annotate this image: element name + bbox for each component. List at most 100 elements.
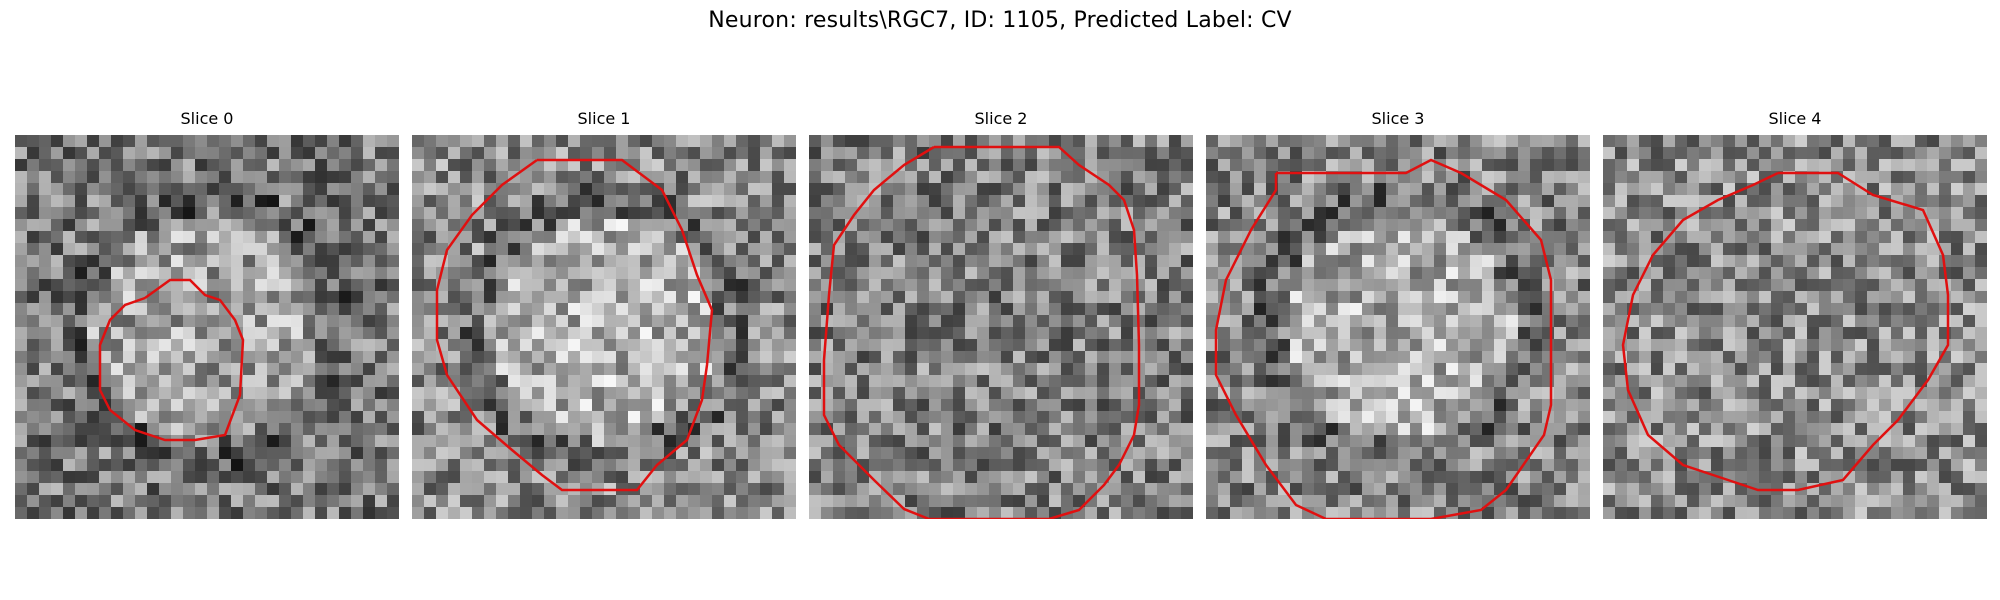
pixel <box>1759 363 1772 376</box>
pixel <box>1302 255 1315 268</box>
pixel <box>652 495 665 508</box>
pixel <box>1218 171 1231 184</box>
pixel <box>1085 495 1098 508</box>
pixel <box>1278 327 1291 340</box>
pixel <box>1903 447 1916 460</box>
pixel <box>544 339 557 352</box>
pixel <box>917 279 930 292</box>
pixel <box>315 495 328 508</box>
pixel <box>424 279 437 292</box>
pixel <box>1831 315 1844 328</box>
pixel <box>1771 147 1784 160</box>
pixel <box>1651 327 1664 340</box>
pixel <box>1025 231 1038 244</box>
pixel <box>1554 387 1567 400</box>
pixel <box>147 351 160 364</box>
pixel <box>1963 411 1976 424</box>
pixel <box>1109 363 1122 376</box>
pixel <box>99 231 112 244</box>
pixel <box>1542 195 1555 208</box>
pixel <box>1687 171 1700 184</box>
pixel <box>1025 243 1038 256</box>
pixel <box>989 495 1002 508</box>
pixel <box>965 507 978 519</box>
pixel <box>1807 267 1820 280</box>
pixel <box>1386 183 1399 196</box>
pixel <box>1963 171 1976 184</box>
pixel <box>135 231 148 244</box>
pixel <box>1133 291 1146 304</box>
pixel <box>39 291 52 304</box>
pixel <box>243 135 256 148</box>
pixel <box>15 447 28 460</box>
pixel <box>1470 147 1483 160</box>
pixel <box>664 471 677 484</box>
pixel <box>724 327 737 340</box>
pixel <box>267 471 280 484</box>
pixel <box>1073 207 1086 220</box>
pixel <box>1218 255 1231 268</box>
pixel <box>267 303 280 316</box>
pixel <box>1675 279 1688 292</box>
pixel <box>1915 171 1928 184</box>
pixel <box>772 183 785 196</box>
pixel <box>616 147 629 160</box>
pixel <box>279 315 292 328</box>
pixel <box>580 183 593 196</box>
pixel <box>27 507 40 519</box>
pixel <box>1867 375 1880 388</box>
pixel <box>821 495 834 508</box>
pixel <box>1230 339 1243 352</box>
pixel <box>652 171 665 184</box>
pixel <box>1603 135 1616 148</box>
pixel <box>303 267 316 280</box>
pixel <box>1723 303 1736 316</box>
pixel <box>255 471 268 484</box>
pixel <box>809 507 822 519</box>
pixel <box>243 207 256 220</box>
pixel <box>1049 195 1062 208</box>
pixel <box>604 291 617 304</box>
pixel <box>1314 219 1327 232</box>
pixel <box>664 315 677 328</box>
pixel <box>195 399 208 412</box>
pixel <box>1759 207 1772 220</box>
pixel <box>436 459 449 472</box>
pixel <box>351 255 364 268</box>
pixel <box>496 459 509 472</box>
pixel <box>255 171 268 184</box>
pixel <box>1578 171 1590 184</box>
pixel <box>1254 159 1267 172</box>
pixel <box>315 243 328 256</box>
pixel <box>1145 147 1158 160</box>
pixel <box>75 423 88 436</box>
pixel <box>147 195 160 208</box>
pixel <box>387 243 399 256</box>
pixel <box>1121 303 1134 316</box>
pixel <box>1831 195 1844 208</box>
pixel <box>267 219 280 232</box>
pixel <box>1615 447 1628 460</box>
pixel <box>1121 471 1134 484</box>
pixel <box>1422 375 1435 388</box>
pixel <box>748 207 761 220</box>
pixel <box>1290 351 1303 364</box>
pixel <box>1915 135 1928 148</box>
pixel <box>63 447 76 460</box>
pixel <box>1206 435 1219 448</box>
pixel <box>1915 315 1928 328</box>
pixel <box>135 411 148 424</box>
pixel <box>63 411 76 424</box>
pixel <box>1603 171 1616 184</box>
pixel <box>1434 315 1447 328</box>
pixel <box>123 195 136 208</box>
pixel <box>1254 351 1267 364</box>
pixel <box>1374 315 1387 328</box>
pixel <box>1169 399 1182 412</box>
pixel <box>231 423 244 436</box>
pixel <box>568 279 581 292</box>
pixel <box>1157 327 1170 340</box>
pixel <box>1446 447 1459 460</box>
pixel <box>845 147 858 160</box>
pixel <box>917 471 930 484</box>
